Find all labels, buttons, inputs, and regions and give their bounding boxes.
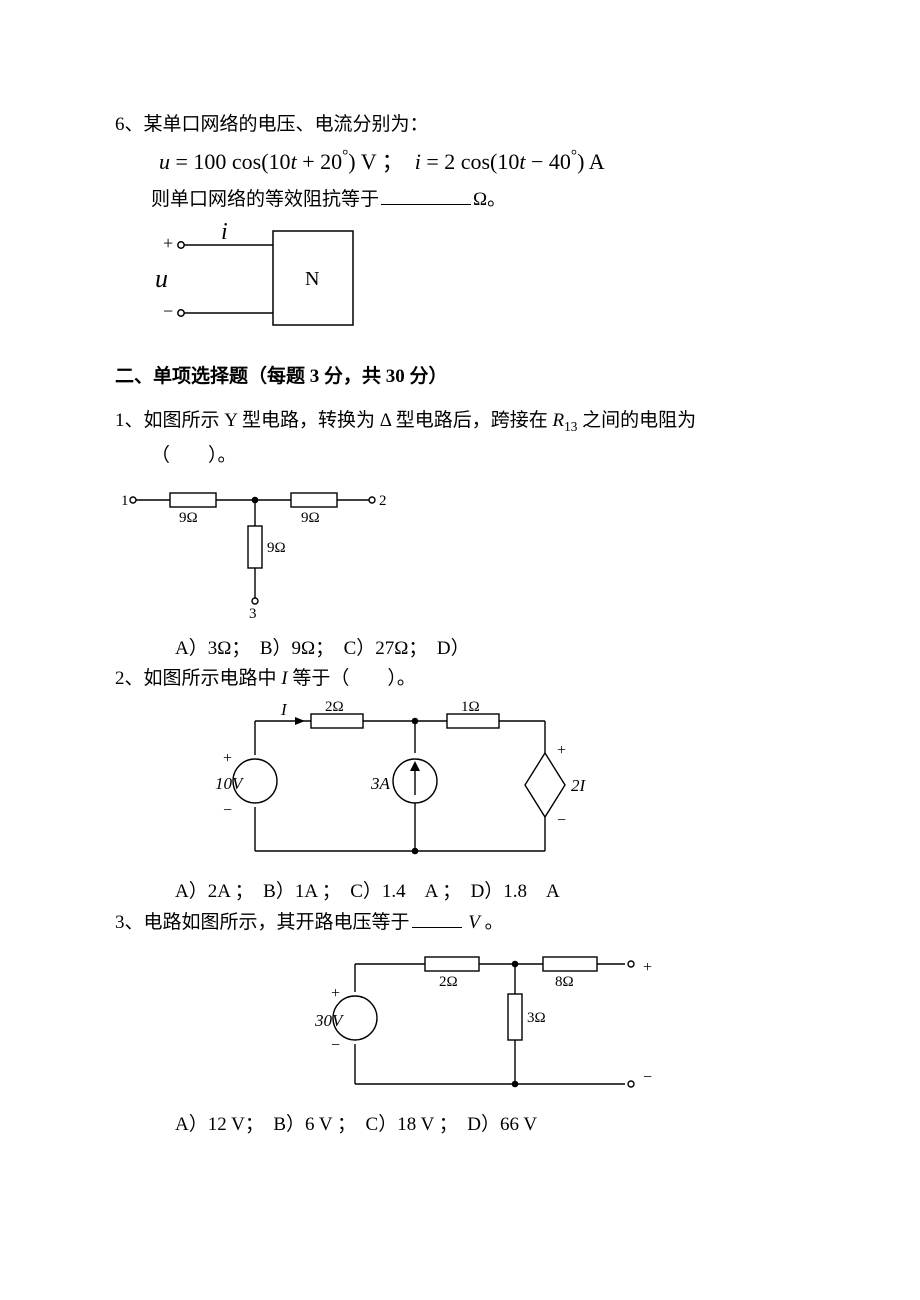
q1-r3-label: 9Ω bbox=[267, 540, 286, 556]
q2-r2-label: 2Ω bbox=[325, 701, 344, 715]
q2-prompt-post: 等于（ ）。 bbox=[288, 668, 416, 689]
q6-formula: u = 100 cos(10t + 20°) V ； i = 2 cos(10t… bbox=[159, 144, 920, 179]
q2-dep-pos: + bbox=[557, 742, 566, 759]
q2-vs-pos: + bbox=[223, 750, 232, 767]
q1-options: A）3Ω； B）9Ω； C）27Ω； D） bbox=[175, 634, 920, 664]
q3-options: A）12 V； B）6 V ； C）18 V ； D）66 V bbox=[175, 1110, 920, 1140]
q3-r8-label: 8Ω bbox=[555, 974, 574, 990]
q2-vs: 10V bbox=[215, 774, 245, 793]
q3-number: 3、 bbox=[115, 912, 144, 933]
q3-vs-pos: + bbox=[331, 985, 340, 1002]
q6-diagram: + − u i N bbox=[143, 221, 920, 336]
q2-vs-neg: − bbox=[223, 802, 232, 819]
q6-blank bbox=[381, 184, 471, 205]
q1-node3: 3 bbox=[249, 606, 257, 622]
q3-end: 。 bbox=[480, 912, 504, 933]
q2-diagram: I 2Ω 1Ω + 10V − 3A + 2I − bbox=[215, 701, 920, 871]
q2-dep-label: 2I bbox=[571, 776, 587, 795]
q1-prompt-pre: 如图所示 Y 型电路，转换为 Δ 型电路后，跨接在 bbox=[144, 410, 553, 431]
q6-prompt: 某单口网络的电压、电流分别为： bbox=[144, 114, 429, 135]
q1-node1: 1 bbox=[121, 493, 129, 509]
q2-r1-label: 1Ω bbox=[461, 701, 480, 715]
q3-V: V bbox=[468, 912, 480, 933]
q6-number: 6、 bbox=[115, 114, 144, 135]
q3-line1: 3、电路如图所示，其开路电压等于 V 。 bbox=[115, 907, 920, 938]
q1-diagram: 1 2 3 9Ω 9Ω 9Ω bbox=[115, 478, 920, 628]
q6-line1: 6、某单口网络的电压、电流分别为： bbox=[115, 110, 920, 140]
q6-followup-after: Ω。 bbox=[473, 189, 506, 210]
q3-prompt-pre: 电路如图所示，其开路电压等于 bbox=[144, 912, 410, 933]
q6-i-label: i bbox=[221, 221, 228, 245]
q3-diagram: + 30V − 2Ω 3Ω 8Ω + − bbox=[315, 944, 920, 1104]
q3-out-pos: + bbox=[643, 959, 652, 976]
q3-r3-label: 3Ω bbox=[527, 1010, 546, 1026]
q1-r2-label: 9Ω bbox=[301, 510, 320, 526]
q1-line1: 1、如图所示 Y 型电路，转换为 Δ 型电路后，跨接在 R13 之间的电阻为 bbox=[115, 406, 920, 437]
q1-R-sub: 13 bbox=[564, 419, 577, 434]
q2-line1: 2、如图所示电路中 I 等于（ ）。 bbox=[115, 664, 920, 694]
q3-blank bbox=[412, 907, 462, 928]
q2-I-arrow-label: I bbox=[280, 701, 288, 719]
q6-followup: 则单口网络的等效阻抗等于 Ω。 bbox=[151, 184, 920, 215]
q1-r1-label: 9Ω bbox=[179, 510, 198, 526]
q1-node2: 2 bbox=[379, 493, 387, 509]
q6-minus-label: − bbox=[163, 301, 173, 321]
q2-prompt-pre: 如图所示电路中 bbox=[144, 668, 282, 689]
q1-R: R bbox=[552, 410, 564, 431]
q3-vs-neg: − bbox=[331, 1037, 340, 1054]
q1-number: 1、 bbox=[115, 410, 144, 431]
section2-header: 二、单项选择题（每题 3 分，共 30 分） bbox=[115, 362, 920, 392]
q2-cs: 3A bbox=[370, 774, 391, 793]
q6-plus-label: + bbox=[163, 233, 173, 253]
q3-r2-label: 2Ω bbox=[439, 974, 458, 990]
q2-options: A）2A ； B）1A ； C）1.4 A ； D）1.8 A bbox=[175, 877, 920, 907]
q3-out-neg: − bbox=[643, 1069, 652, 1086]
q6-N-label: N bbox=[305, 268, 319, 290]
q1-paren: （ ）。 bbox=[151, 441, 920, 471]
q6-followup-before: 则单口网络的等效阻抗等于 bbox=[151, 189, 379, 210]
q2-number: 2、 bbox=[115, 668, 144, 689]
q3-vs: 30V bbox=[315, 1011, 345, 1030]
q6-u-label: u bbox=[155, 264, 168, 293]
q1-prompt-post: 之间的电阻为 bbox=[577, 410, 696, 431]
q2-dep-neg: − bbox=[557, 812, 566, 829]
